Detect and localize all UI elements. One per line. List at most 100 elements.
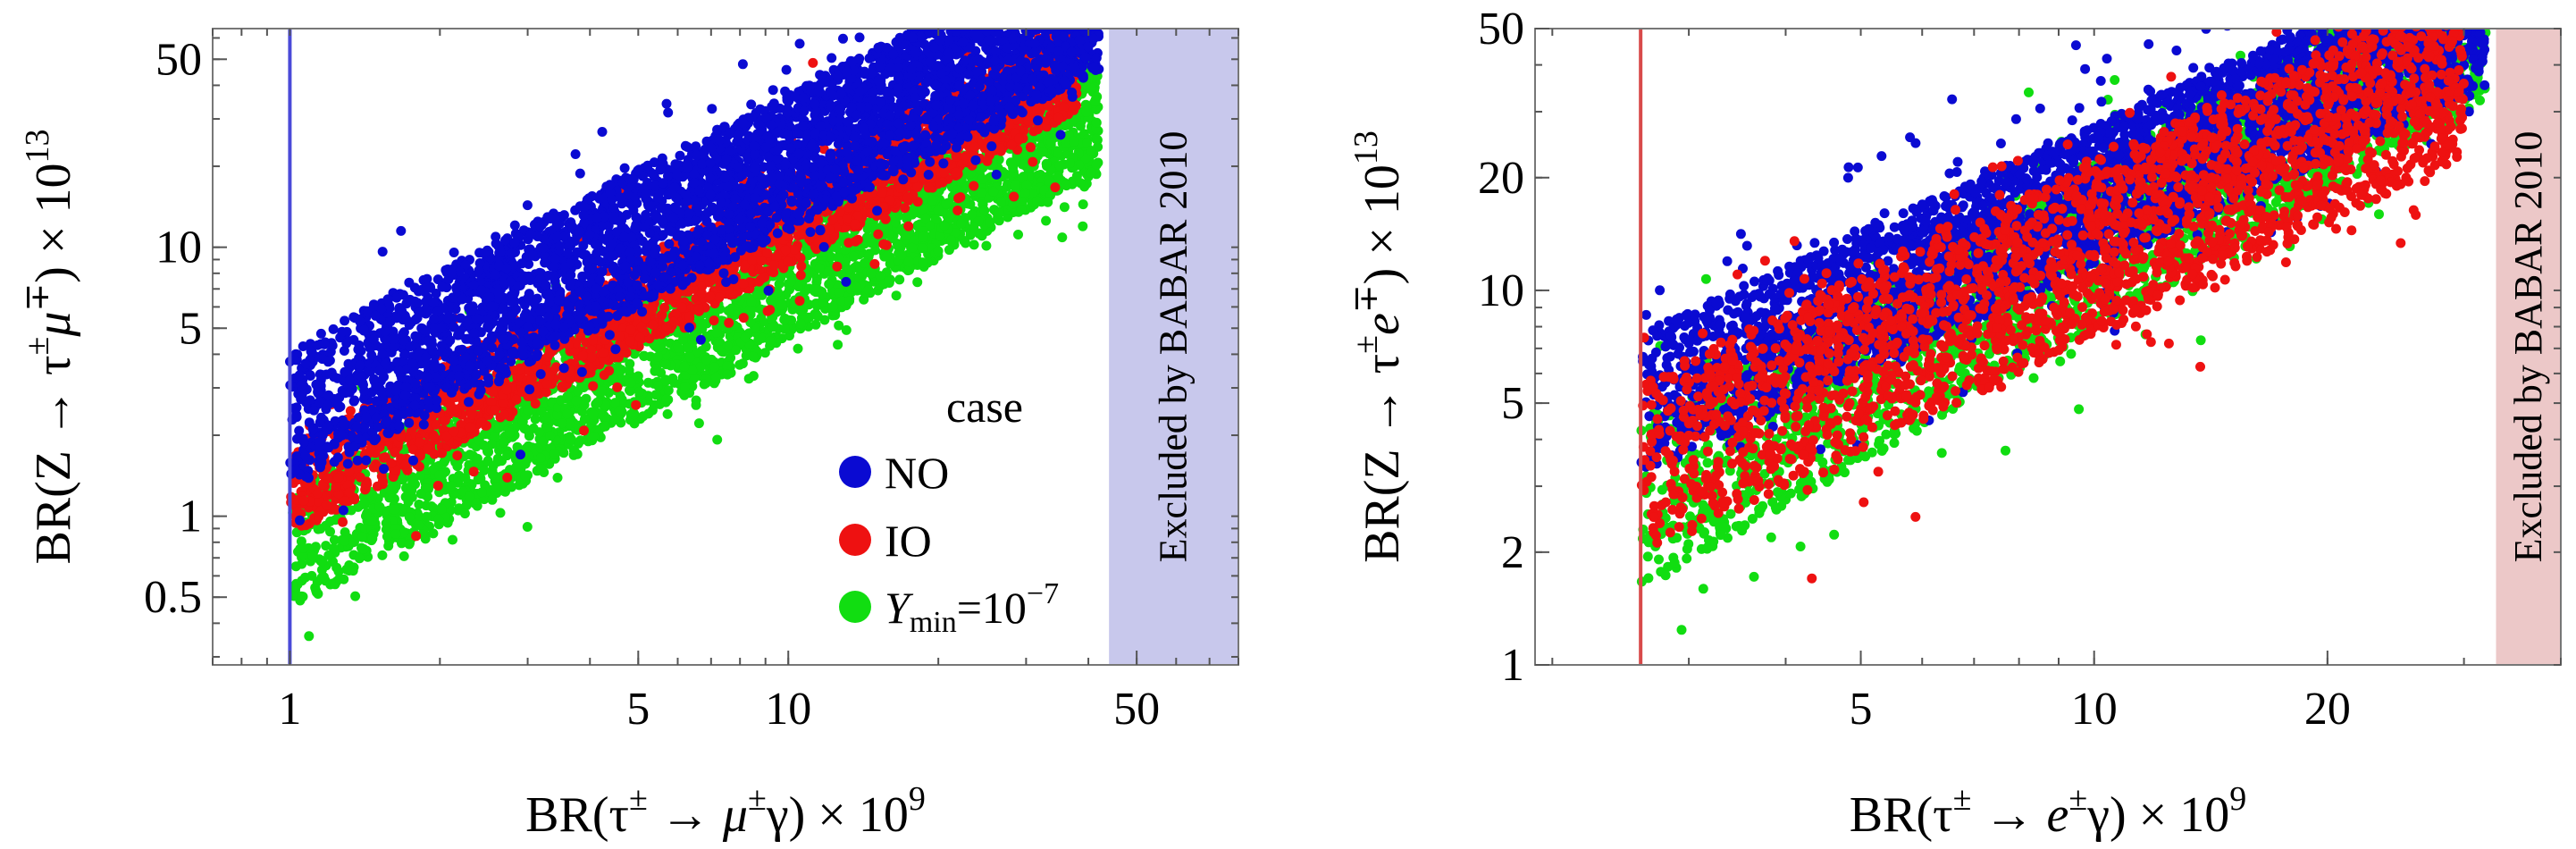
data-point (1013, 230, 1023, 240)
data-point (452, 450, 463, 461)
data-point (776, 299, 787, 310)
data-point (502, 450, 513, 461)
data-point (568, 445, 579, 456)
data-point (552, 409, 563, 420)
data-point (523, 405, 533, 416)
data-point (863, 284, 874, 295)
data-point (927, 195, 938, 206)
data-point (448, 534, 457, 545)
data-point (757, 332, 768, 343)
data-point (588, 381, 599, 391)
data-point (313, 524, 323, 534)
data-point (566, 434, 576, 445)
data-point (434, 470, 445, 480)
data-point (436, 504, 447, 515)
data-point (300, 572, 311, 583)
data-point (571, 396, 582, 407)
data-point (824, 279, 835, 290)
data-point (1050, 182, 1061, 193)
data-point (589, 432, 600, 442)
data-point (1086, 167, 1096, 178)
data-point (827, 301, 838, 312)
data-point (873, 229, 884, 240)
data-point (1019, 188, 1030, 198)
data-point (334, 574, 345, 584)
data-point (933, 246, 944, 256)
data-point (452, 461, 463, 472)
data-point (684, 352, 695, 363)
data-point (597, 386, 608, 397)
data-point (869, 258, 880, 269)
data-point (487, 494, 498, 505)
data-point (1086, 146, 1096, 156)
data-point (722, 361, 733, 372)
data-point (981, 240, 992, 251)
data-point (722, 369, 733, 380)
data-point (404, 539, 415, 550)
data-point (748, 371, 759, 382)
data-point (602, 414, 613, 424)
data-point (894, 274, 905, 285)
data-point (610, 398, 620, 408)
data-point (461, 500, 472, 511)
data-point (634, 332, 645, 343)
data-point (709, 362, 720, 373)
scatter-points (285, 0, 1104, 642)
data-point (520, 470, 531, 481)
data-point (354, 553, 365, 564)
data-point (779, 315, 790, 325)
data-point (909, 235, 919, 246)
data-point (883, 276, 894, 287)
data-point (1017, 159, 1028, 170)
data-point (810, 319, 821, 330)
data-point (988, 186, 999, 197)
data-point (737, 358, 748, 369)
data-point (426, 501, 437, 511)
data-point (614, 406, 625, 416)
data-point (891, 290, 902, 301)
data-point (693, 418, 704, 429)
data-point (866, 238, 877, 248)
data-point (414, 510, 424, 521)
data-point (1091, 159, 1102, 170)
data-point (472, 453, 482, 464)
data-point (822, 266, 833, 277)
data-point (432, 481, 443, 491)
data-point (918, 231, 928, 242)
data-point (1000, 0, 1010, 3)
data-point (699, 379, 709, 390)
data-point (810, 298, 821, 308)
data-point (765, 336, 776, 347)
data-point (397, 472, 407, 483)
data-point (562, 408, 573, 419)
data-point (491, 432, 500, 442)
data-point (479, 465, 490, 475)
data-point (361, 509, 372, 520)
data-point (978, 173, 988, 184)
data-point (323, 550, 334, 560)
data-point (696, 319, 707, 330)
data-point (956, 218, 967, 229)
data-point (475, 474, 486, 484)
data-point (740, 332, 751, 343)
data-point (896, 249, 907, 260)
data-point (1032, 196, 1043, 206)
data-point (746, 297, 757, 307)
data-point (387, 481, 398, 492)
data-point (511, 462, 522, 473)
data-point (724, 317, 734, 328)
data-point (536, 407, 547, 416)
data-point (1053, 171, 1063, 181)
data-point (979, 206, 990, 216)
data-point (933, 205, 944, 215)
data-point (624, 365, 634, 375)
data-point (1038, 147, 1048, 157)
data-point (534, 427, 545, 438)
data-point (881, 251, 892, 262)
data-point (389, 504, 399, 515)
data-point (479, 440, 489, 450)
data-point (340, 527, 350, 538)
data-point (1017, 198, 1028, 208)
data-point (833, 340, 843, 350)
data-point (731, 345, 742, 356)
